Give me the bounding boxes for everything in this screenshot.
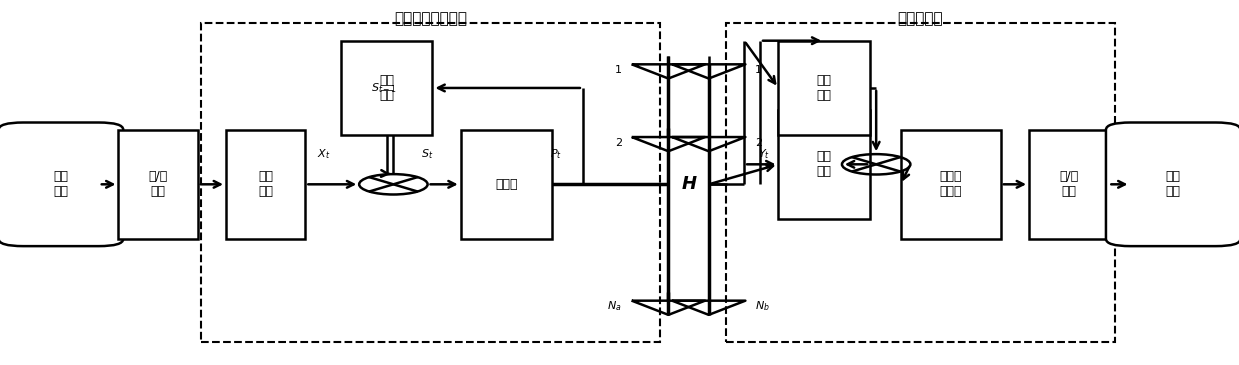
Text: $X_t$: $X_t$ [317,147,331,161]
FancyBboxPatch shape [778,110,870,219]
FancyBboxPatch shape [778,41,870,135]
Bar [726,23,1115,342]
Text: 并/串
转换: 并/串 转换 [1059,170,1078,198]
FancyBboxPatch shape [0,123,123,246]
Text: $N_b$: $N_b$ [755,299,769,313]
FancyBboxPatch shape [461,130,553,239]
Text: 延迟
单元: 延迟 单元 [817,74,831,102]
Bar [202,23,660,342]
Text: 1: 1 [615,65,622,75]
Text: ·
·
·: · · · [706,195,711,228]
Text: 盲检测单元: 盲检测单元 [897,12,943,27]
Text: H: H [681,175,696,193]
Text: 串/并
转换: 串/并 转换 [149,170,167,198]
FancyBboxPatch shape [119,130,198,239]
Text: 2: 2 [755,138,762,147]
FancyBboxPatch shape [225,130,305,239]
Text: 信息
比特: 信息 比特 [53,170,68,198]
Text: $P_t$: $P_t$ [550,147,563,161]
Text: 差分波束空间调制: 差分波束空间调制 [394,12,467,27]
Text: 比特
恢复: 比特 恢复 [1166,170,1181,198]
FancyBboxPatch shape [341,41,432,135]
Text: ·
·
·: · · · [667,195,670,228]
Text: 延迟
单元: 延迟 单元 [379,74,394,102]
Text: 1: 1 [755,65,762,75]
Text: $N_a$: $N_a$ [607,299,622,313]
Text: 预编码: 预编码 [496,178,518,191]
FancyBboxPatch shape [1106,123,1239,246]
Text: 最大似
然检测: 最大似 然检测 [939,170,961,198]
Text: $S_t$: $S_t$ [421,147,434,161]
FancyBboxPatch shape [1028,130,1109,239]
Text: $Y_t$: $Y_t$ [758,147,769,161]
Text: 2: 2 [615,138,622,147]
Text: 共轭
转置: 共轭 转置 [817,150,831,178]
Text: 比特
映射: 比特 映射 [258,170,273,198]
Text: $S_{t-1}$: $S_{t-1}$ [370,81,396,95]
FancyBboxPatch shape [901,130,1001,239]
